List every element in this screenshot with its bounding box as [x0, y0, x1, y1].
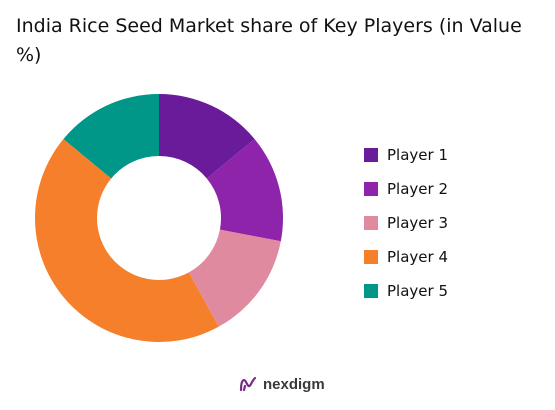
legend-item: Player 3 [364, 206, 448, 240]
legend-item: Player 1 [364, 138, 448, 172]
legend-label: Player 4 [387, 248, 448, 266]
legend-label: Player 3 [387, 214, 448, 232]
legend-swatch [364, 148, 378, 162]
legend-item: Player 5 [364, 274, 448, 308]
legend-swatch [364, 284, 378, 298]
legend-swatch [364, 216, 378, 230]
donut-slice-player-3 [188, 229, 281, 327]
legend-item: Player 2 [364, 172, 448, 206]
legend-swatch [364, 250, 378, 264]
legend-swatch [364, 182, 378, 196]
legend-label: Player 5 [387, 282, 448, 300]
legend-item: Player 4 [364, 240, 448, 274]
donut-slice-player-2 [206, 138, 283, 242]
legend-label: Player 2 [387, 180, 448, 198]
donut-slice-player-5 [63, 94, 159, 179]
chart-legend: Player 1 Player 2 Player 3 Player 4 Player 5 [364, 138, 448, 308]
chart-title: India Rice Seed Market share of Key Play… [16, 15, 522, 66]
brand-logo: nexdigm [238, 374, 325, 394]
donut-slice-player-4 [35, 138, 219, 342]
brand-name: nexdigm [263, 375, 325, 393]
nexdigm-logo-icon [239, 376, 257, 392]
legend-label: Player 1 [387, 146, 448, 164]
donut-slice-player-1 [159, 94, 255, 179]
